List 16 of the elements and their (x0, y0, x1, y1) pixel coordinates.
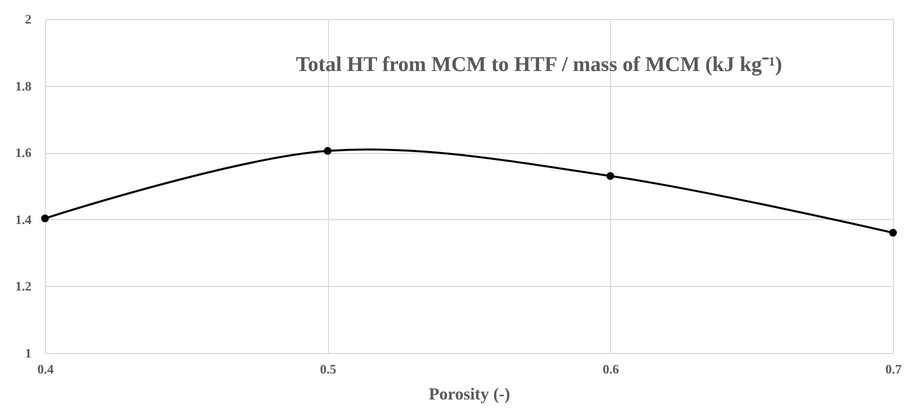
y-tick-label: 1.2 (15, 278, 32, 294)
text: Total HT from MCM to HTF / mass of MCM (kJ kg⁻¹) (296, 52, 782, 76)
x-tick-label: 0.4 (37, 362, 54, 376)
y-tick-label: 1.8 (15, 78, 32, 94)
x-tick-label: 0.6 (602, 362, 620, 376)
point (41, 214, 49, 222)
point (606, 172, 614, 180)
y-tick-label: 1.6 (15, 145, 32, 160)
x-axis-title: Porosity (-) (428, 384, 510, 404)
x-tick-label: 0.7 (885, 362, 902, 376)
y-tick-label: 1 (25, 346, 32, 360)
point (324, 147, 332, 155)
point (889, 228, 897, 237)
y-tick-label: 2 (25, 12, 32, 26)
x-tick-label: 0.5 (320, 362, 337, 376)
y-tick-label: 1.4 (15, 212, 32, 227)
